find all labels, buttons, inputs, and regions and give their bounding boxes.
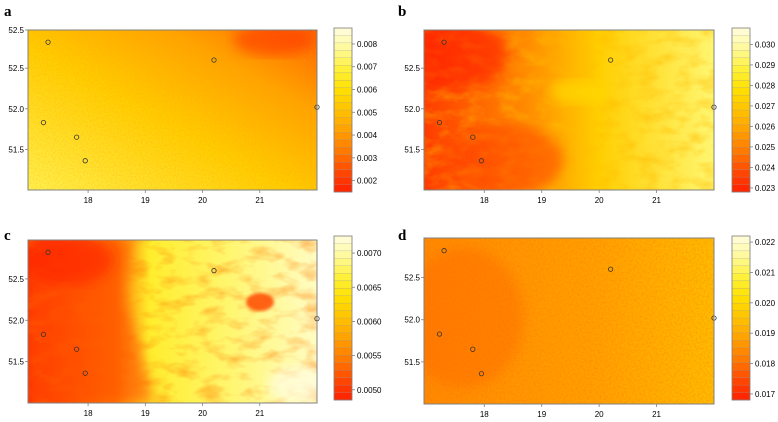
panel-a: a 18 19 20 21 52.5 52.5 52.0 51.5 0.008 0.007 0.006…: [4, 4, 378, 205]
x-tick-label: 21: [652, 410, 661, 419]
sample-point: [478, 371, 485, 377]
x-tick-label: 19: [141, 196, 150, 205]
panel-c: c 18 19 20 21 52.5 52.0 51.5 0.0070 0.0065 0.0060 0…: [4, 228, 382, 418]
sample-point: [436, 119, 443, 126]
x-tick-label: 18: [84, 409, 93, 418]
colorbar-tick-label: 0.026: [755, 122, 776, 131]
colorbar: [731, 235, 751, 401]
panels: a 18 19 20 21 52.5 52.5 52.0 51.5 0.008 0.007 0.006…: [4, 4, 776, 419]
sample-point: [211, 57, 217, 63]
colorbar-tick-label: 0.0060: [357, 317, 382, 326]
colorbar-tick-label: 0.020: [755, 299, 776, 308]
y-tick-label: 52.5: [8, 275, 24, 284]
sample-point: [470, 134, 476, 140]
y-tick-label: 51.5: [404, 145, 420, 154]
colorbar-tick-label: 0.003: [357, 154, 378, 163]
heatmap-surface: [424, 238, 714, 404]
sample-point: [40, 119, 47, 126]
sample-point: [40, 331, 47, 337]
y-tick-label: 52.0: [8, 105, 24, 114]
colorbar-tick-label: 0.0050: [357, 386, 382, 395]
sample-point: [82, 158, 88, 164]
plot-frame: [423, 237, 715, 405]
panel-label: b: [398, 4, 406, 20]
colorbar-tick-label: 0.005: [357, 108, 378, 117]
colorbar-tick-label: 0.023: [755, 184, 776, 193]
panel-label: a: [4, 4, 12, 20]
colorbar: [731, 27, 751, 193]
sample-point: [74, 134, 80, 140]
colorbar-tick-label: 0.028: [755, 81, 776, 90]
y-tick-label: 52.5: [404, 64, 420, 73]
heatmap-surface: [424, 30, 714, 190]
y-tick-label: 52.0: [404, 316, 420, 325]
colorbar-tick-label: 0.008: [357, 40, 378, 49]
colorbar-tick-label: 0.025: [755, 143, 776, 152]
panel-d: d 18 19 20 21 52.5 52.0 51.5 0.022 0.021 0.020 0.01…: [398, 228, 776, 419]
y-tick-label: 52.0: [404, 105, 420, 114]
y-tick-label: 51.5: [8, 145, 24, 154]
sample-point: [441, 248, 447, 254]
colorbar-tick-label: 0.0065: [357, 283, 382, 292]
x-tick-label: 20: [198, 409, 207, 418]
y-tick-label: 51.5: [8, 358, 24, 367]
x-tick-label: 20: [198, 196, 207, 205]
colorbar: [333, 27, 353, 193]
x-tick-label: 18: [84, 196, 93, 205]
sample-point: [436, 331, 443, 337]
y-tick-label: 51.5: [404, 358, 420, 367]
colorbar-tick-label: 0.029: [755, 61, 776, 70]
colorbar-tick-label: 0.006: [357, 86, 378, 95]
panel-label: d: [398, 228, 407, 244]
panel-label: c: [4, 228, 11, 244]
colorbar-tick-label: 0.007: [357, 63, 378, 72]
sample-point: [608, 266, 614, 272]
x-tick-label: 18: [480, 410, 489, 419]
x-tick-label: 21: [652, 196, 661, 205]
sample-point: [478, 158, 485, 164]
sample-point: [45, 39, 51, 45]
colorbar-tick-label: 0.002: [357, 177, 378, 186]
y-tick-label: 52.0: [8, 316, 24, 325]
x-tick-label: 19: [537, 196, 546, 205]
colorbar-tick-label: 0.019: [755, 329, 776, 338]
colorbar-tick-label: 0.004: [357, 131, 378, 140]
y-tick-label: 52.5: [404, 274, 420, 283]
x-tick-label: 19: [537, 410, 546, 419]
colorbar-tick-label: 0.030: [755, 40, 776, 49]
heatmap-surface: [28, 30, 317, 190]
colorbar-tick-label: 0.024: [755, 163, 776, 172]
plot-frame: [423, 29, 715, 191]
panel-b: b 18 19 20 21 52.5 52.0 51.5 0.030 0.029 0.028 0.02…: [398, 4, 776, 205]
sample-point: [74, 346, 80, 352]
x-tick-label: 20: [595, 410, 604, 419]
heatmap-surface: [28, 240, 317, 403]
colorbar-tick-label: 0.0070: [357, 249, 382, 258]
sample-point: [211, 268, 217, 274]
y-tick-label: 52.5: [8, 26, 24, 35]
sample-point: [608, 57, 614, 63]
colorbar-tick-label: 0.027: [755, 102, 776, 111]
sample-point: [45, 249, 51, 256]
x-tick-label: 20: [595, 196, 604, 205]
x-tick-label: 19: [141, 409, 150, 418]
plot-frame: [27, 239, 318, 404]
sample-point: [441, 39, 447, 45]
colorbar-tick-label: 0.022: [755, 238, 776, 247]
colorbar-tick-label: 0.0055: [357, 352, 382, 361]
sample-point: [82, 370, 88, 376]
x-tick-label: 21: [255, 409, 264, 418]
x-tick-label: 18: [480, 196, 489, 205]
plot-frame: [27, 29, 318, 191]
colorbar-tick-label: 0.017: [755, 390, 776, 399]
sample-point: [470, 346, 476, 352]
y-tick-label: 52.5: [8, 64, 24, 73]
x-tick-label: 21: [255, 196, 264, 205]
colorbar-tick-label: 0.018: [755, 360, 776, 369]
colorbar-tick-label: 0.021: [755, 268, 776, 277]
colorbar: [333, 235, 353, 401]
